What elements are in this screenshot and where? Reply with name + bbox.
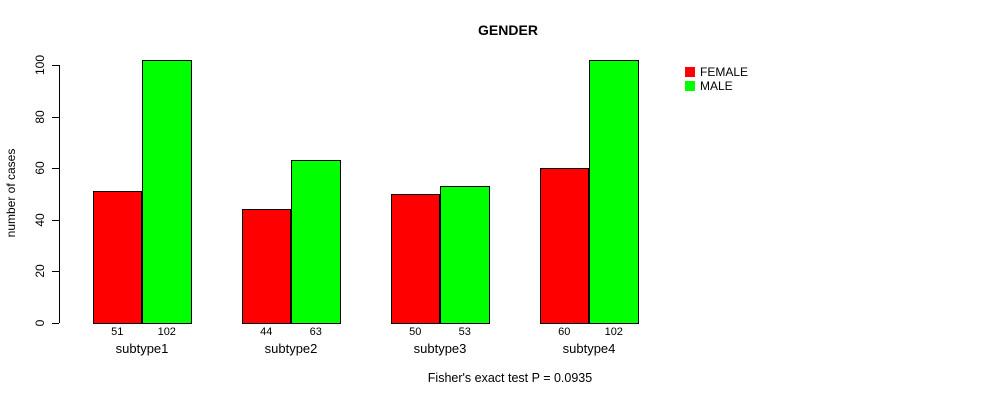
y-axis-tick: [52, 220, 59, 221]
legend-label: MALE: [700, 78, 733, 93]
y-axis-tick-label: 60: [33, 161, 47, 175]
bar-male-subtype4: [589, 59, 639, 324]
y-axis-tick-label: 100: [33, 54, 47, 76]
bar-value-label: 102: [604, 326, 623, 338]
bar-value-label: 44: [260, 326, 273, 338]
bar-male-subtype3: [440, 186, 490, 324]
bar-male-subtype1: [142, 59, 192, 324]
y-axis-tick: [52, 271, 59, 272]
bar-value-label: 63: [309, 326, 322, 338]
y-axis-tick-label: 20: [33, 264, 47, 279]
y-axis-line: [59, 65, 60, 323]
bar-value-label: 53: [458, 326, 471, 338]
legend-label: FEMALE: [700, 64, 749, 79]
legend-swatch-male: [685, 80, 695, 91]
caption: Fisher's exact test P = 0.0935: [427, 371, 593, 385]
y-axis-label: number of cases: [4, 148, 18, 238]
bar-male-subtype2: [291, 160, 341, 324]
y-axis-tick-label: 0: [33, 319, 47, 327]
bar-female-subtype3: [390, 194, 440, 324]
bar-value-label: 102: [157, 326, 176, 338]
y-axis-tick-label: 40: [33, 213, 47, 227]
legend: FEMALE MALE: [685, 65, 748, 93]
legend-item-female: FEMALE: [685, 64, 749, 79]
bar-value-label: 60: [558, 326, 571, 338]
bar-female-subtype2: [241, 209, 291, 324]
x-category-label: subtype4: [562, 341, 616, 356]
y-axis-tick: [52, 117, 59, 118]
legend-item-male: MALE: [685, 78, 748, 93]
bar-value-label: 50: [409, 326, 422, 338]
legend-swatch-female: [685, 66, 695, 77]
x-category-label: subtype1: [115, 341, 169, 356]
chart-title: GENDER: [478, 22, 538, 38]
x-category-label: subtype3: [413, 341, 467, 356]
y-axis-tick: [52, 168, 59, 169]
bar-value-label: 51: [111, 326, 124, 338]
y-axis-tick: [52, 323, 59, 324]
bar-female-subtype1: [92, 191, 142, 324]
y-axis-tick: [52, 65, 59, 66]
bar-female-subtype4: [539, 168, 589, 324]
x-category-label: subtype2: [264, 341, 318, 356]
y-axis-tick-label: 80: [33, 109, 47, 124]
